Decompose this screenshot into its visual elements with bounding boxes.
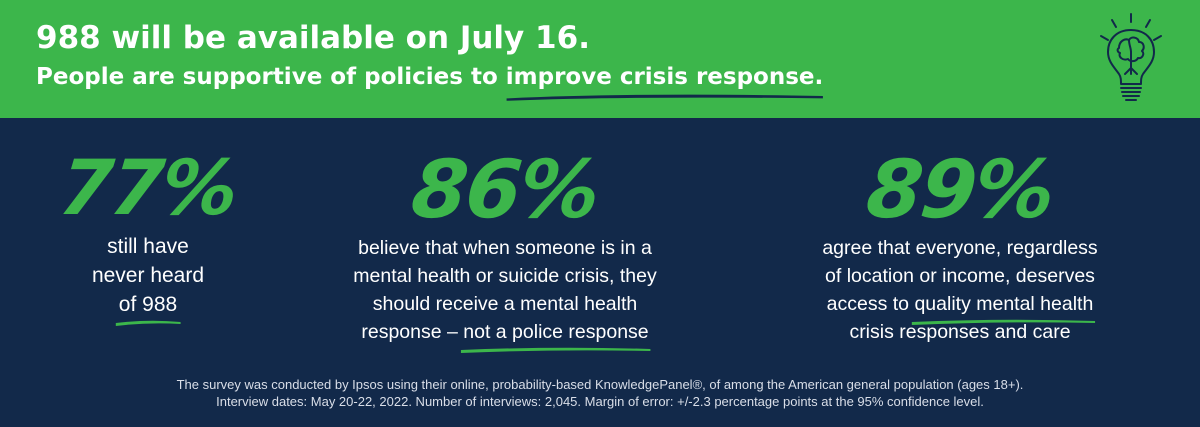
header-subtitle-highlight-text: improve crisis response. xyxy=(505,64,824,90)
stat-highlight-text: quality mental health xyxy=(914,293,1094,315)
stat-line-text: access to xyxy=(826,293,915,315)
footnote-line: Interview dates: May 20-22, 2022. Number… xyxy=(216,394,984,409)
stat-line: agree that everyone, regardless xyxy=(822,237,1098,259)
header-title: 988 will be available on July 16. xyxy=(36,20,590,56)
green-underline-stroke xyxy=(461,347,651,353)
stat-line: access to quality mental health xyxy=(770,290,1150,325)
stat-description: believe that when someone is in a mental… xyxy=(300,234,710,353)
stat-line: crisis responses and care xyxy=(849,321,1071,343)
stat-line: response – not a police response xyxy=(300,318,710,353)
stat-line: of 988 xyxy=(118,293,178,316)
stat-value: 86% xyxy=(407,143,603,236)
stat-description: agree that everyone, regardless of locat… xyxy=(770,234,1150,346)
stat-value: 77% xyxy=(55,143,241,232)
stat-highlight-text: not a police response xyxy=(463,321,649,343)
footnote-line: The survey was conducted by Ipsos using … xyxy=(176,377,1024,392)
stat-line-highlight: not a police response xyxy=(461,318,651,353)
header-subtitle: People are supportive of policies to imp… xyxy=(36,64,824,101)
green-underline-stroke xyxy=(115,320,181,326)
stat-line-underlined: of 988 xyxy=(115,290,181,326)
header-banner: 988 will be available on July 16. People… xyxy=(0,0,1200,118)
stat-line: mental health or suicide crisis, they xyxy=(353,265,657,287)
stat-line-text: response – xyxy=(361,321,464,343)
stat-line: of location or income, deserves xyxy=(825,265,1095,287)
stat-line: never heard xyxy=(91,264,205,287)
survey-footnote: The survey was conducted by Ipsos using … xyxy=(40,376,1160,410)
lightbulb-brain-icon xyxy=(1100,13,1162,101)
stat-value: 89% xyxy=(862,143,1058,236)
header-underline-stroke xyxy=(506,94,823,101)
stat-89: 89% agree that everyone, regardless of l… xyxy=(770,143,1150,346)
stat-line: still have xyxy=(107,235,189,258)
header-subtitle-highlight: improve crisis response. xyxy=(505,64,824,101)
stat-description: still have never heard of 988 xyxy=(58,232,238,326)
stat-line-highlight: quality mental health xyxy=(912,290,1096,325)
header-subtitle-text: People are supportive of policies to xyxy=(36,64,506,90)
stat-86: 86% believe that when someone is in a me… xyxy=(300,143,710,353)
stat-line: believe that when someone is in a xyxy=(358,237,652,259)
stat-line: should receive a mental health xyxy=(372,293,638,315)
stat-77: 77% still have never heard of 988 xyxy=(55,143,241,326)
green-underline-stroke xyxy=(912,319,1096,325)
